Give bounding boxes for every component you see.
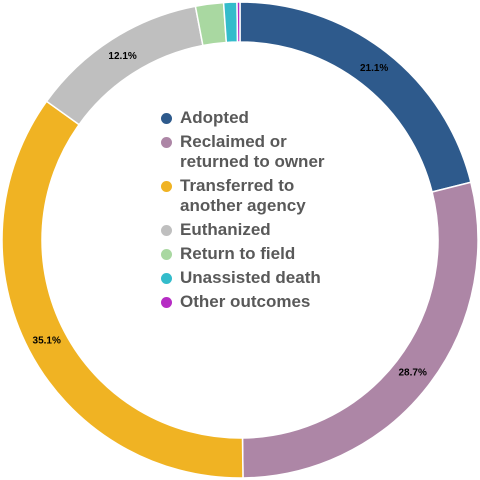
- slice-label-adopted: 21.1%: [360, 63, 388, 74]
- slice-euthanized: [45, 5, 204, 126]
- legend-item-euthanized: Euthanized: [161, 220, 361, 240]
- slice-label-euthanized: 12.1%: [108, 51, 136, 62]
- legend-label-transferred: Transferred to another agency: [180, 176, 306, 215]
- legend-marker-other-outcomes: [161, 297, 172, 308]
- legend-item-other-outcomes: Other outcomes: [161, 292, 361, 312]
- legend-marker-adopted: [161, 113, 172, 124]
- legend-label-other-outcomes: Other outcomes: [180, 292, 311, 311]
- legend-marker-transferred: [161, 181, 172, 192]
- legend-label-adopted: Adopted: [180, 108, 249, 127]
- legend-marker-euthanized: [161, 225, 172, 236]
- legend-label-reclaimed: Reclaimed or returned to owner: [180, 132, 325, 171]
- legend-item-adopted: Adopted: [161, 108, 361, 128]
- slice-unassisted-death: [222, 1, 239, 44]
- legend-marker-unassisted-death: [161, 273, 172, 284]
- legend-label-unassisted-death: Unassisted death: [180, 268, 321, 287]
- chart-legend: Adopted Reclaimed or returned to owner T…: [161, 108, 361, 316]
- slice-other-outcomes: [236, 1, 241, 43]
- slice-label-transferred-to-another-agency: 35.1%: [33, 335, 61, 346]
- slice-label-reclaimed-or-returned-to-owner: 28.7%: [398, 368, 426, 379]
- legend-item-transferred: Transferred to another agency: [161, 176, 361, 216]
- legend-label-euthanized: Euthanized: [180, 220, 271, 239]
- legend-item-unassisted-death: Unassisted death: [161, 268, 361, 288]
- legend-marker-reclaimed: [161, 137, 172, 148]
- legend-item-reclaimed: Reclaimed or returned to owner: [161, 132, 361, 172]
- legend-label-return-to-field: Return to field: [180, 244, 296, 263]
- legend-marker-return-to-field: [161, 249, 172, 260]
- legend-item-return-to-field: Return to field: [161, 244, 361, 264]
- slice-labels: 21.1% 28.7% 35.1% 12.1%: [33, 51, 427, 379]
